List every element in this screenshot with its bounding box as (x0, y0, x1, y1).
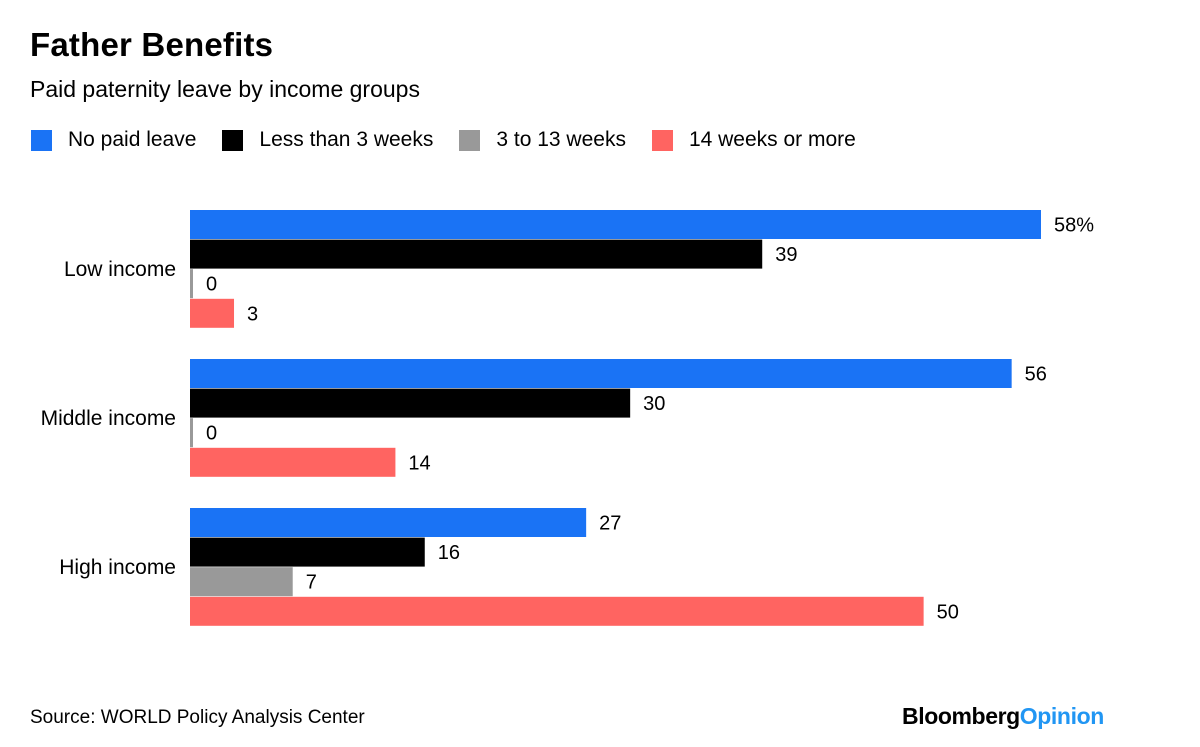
data-label: 7 (306, 572, 317, 594)
bar (190, 596, 924, 626)
bar (190, 537, 425, 567)
legend-label: 14 weeks or more (688, 128, 856, 151)
brand-logo-part2: Opinion (1019, 703, 1104, 729)
chart-title: Father Benefits (30, 26, 274, 63)
bar (190, 359, 1012, 388)
source-note: Source: WORLD Policy Analysis Center (30, 707, 365, 728)
legend-label: 3 to 13 weeks (496, 128, 626, 151)
data-label: 16 (438, 542, 460, 564)
data-label: 14 (408, 452, 430, 474)
category-label: Middle income (41, 407, 176, 430)
legend-item-14-weeks-or-more: 14 weeks or more (651, 128, 856, 152)
data-label: 30 (643, 393, 665, 415)
legend-label: Less than 3 weeks (259, 128, 434, 151)
brand-logo: BloombergOpinion (902, 703, 1104, 730)
data-label: 0 (206, 423, 217, 445)
legend-item-no-paid-leave: No paid leave (31, 128, 196, 152)
bar-chart: Low income 58% 39 0 3 Middle income 56 30 0 14 Hig… (41, 210, 1094, 626)
data-label: 27 (599, 513, 621, 535)
category-label: Low income (64, 258, 176, 281)
bar (190, 269, 193, 299)
chart-subtitle: Paid paternity leave by income groups (30, 76, 420, 102)
legend-swatch (222, 129, 244, 151)
bar (190, 239, 763, 269)
data-label: 58% (1054, 215, 1094, 237)
data-label: 50 (937, 601, 959, 623)
legend-swatch (651, 129, 673, 151)
bar (190, 298, 235, 328)
legend-item-3-to-13-weeks: 3 to 13 weeks (459, 128, 626, 152)
data-label: 3 (247, 303, 258, 325)
data-label: 56 (1025, 364, 1047, 386)
data-label: 39 (775, 244, 797, 266)
legend-item-less-than-3-weeks: Less than 3 weeks (222, 128, 433, 152)
legend-swatch (459, 129, 481, 151)
legend-swatch (31, 129, 52, 151)
brand-logo-part1: Bloomberg (902, 703, 1020, 729)
bar (190, 447, 396, 477)
bar (190, 567, 293, 597)
legend-label: No paid leave (68, 128, 197, 151)
bar (190, 210, 1041, 239)
bar (190, 388, 631, 418)
data-label: 0 (206, 274, 217, 296)
bar (190, 508, 587, 537)
bar (190, 418, 193, 448)
legend: No paid leave Less than 3 weeks 3 to 13 … (31, 128, 882, 152)
category-label: High income (59, 556, 176, 579)
